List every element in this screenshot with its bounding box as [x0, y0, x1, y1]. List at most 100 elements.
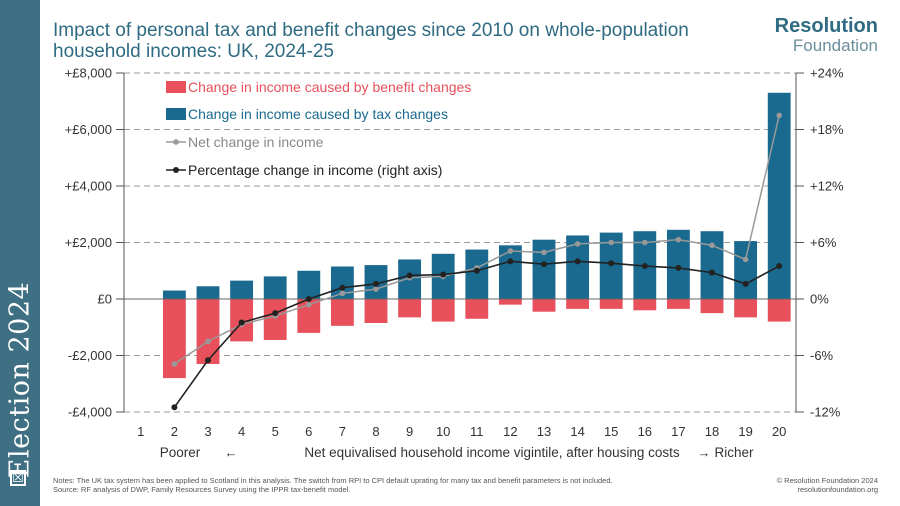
benefit-bar — [162, 299, 186, 379]
benefit-bar — [431, 299, 455, 322]
pct-change-point — [305, 296, 312, 302]
pct-change-point — [406, 272, 413, 279]
pct-change-point — [641, 263, 648, 270]
pct-change-point — [742, 280, 749, 287]
y-tick-label: +£4,000 — [65, 179, 112, 194]
tax-bar — [297, 270, 321, 299]
footer-copyright: © Resolution Foundation 2024 resolutionf… — [777, 476, 878, 494]
resolution-foundation-logo: Resolution Foundation — [775, 16, 878, 55]
pct-change-point — [473, 267, 480, 274]
x-tick-label: 12 — [503, 424, 517, 439]
y-tick-label: -£4,000 — [68, 405, 112, 420]
x-tick-label: 15 — [604, 424, 618, 439]
x-tick-label: 7 — [339, 424, 346, 439]
x-tick-label: 10 — [436, 424, 450, 439]
pct-change-point — [541, 261, 547, 268]
title-line-1: Impact of personal tax and benefit chang… — [53, 20, 689, 41]
x-tick-label: 19 — [738, 424, 752, 439]
net-change-point — [339, 290, 346, 297]
net-change-point — [507, 248, 514, 254]
x-tick-label: 20 — [772, 424, 786, 439]
ballot-box-icon: ☒ — [10, 470, 26, 486]
title-line-2: household incomes: UK, 2024-25 — [53, 41, 334, 62]
net-change-point — [742, 256, 749, 263]
chart: -£4,000 -£2,000 £0 +£2,000 +£4,000 +£6,000 +£8… — [65, 66, 844, 461]
net-change-point — [675, 236, 682, 243]
footer-notes: Notes: The UK tax system has been applie… — [53, 476, 613, 494]
x-tick-label: 1 — [137, 424, 144, 439]
logo-line-2: Foundation — [792, 36, 878, 55]
tax-bar — [330, 266, 354, 299]
legend-label-pct: Percentage change in income (right axis) — [188, 162, 442, 178]
tax-bar — [263, 276, 287, 299]
tax-bar — [666, 229, 690, 299]
tax-bar — [230, 280, 254, 299]
y-tick-label: +£8,000 — [65, 66, 112, 81]
x-tick-label: 9 — [406, 424, 413, 439]
pct-change-point — [272, 310, 279, 317]
legend-marker-pct — [173, 167, 179, 173]
x-axis-label: Net equivalised household income viginti… — [304, 445, 679, 460]
sidebar-band: Election 2024 ☒ — [0, 0, 40, 506]
pct-change-point — [339, 284, 346, 291]
legend-swatch-benefit — [166, 81, 186, 93]
x-label-richer: Richer — [714, 445, 754, 460]
pct-change-point — [574, 258, 581, 265]
x-tick-label: 2 — [171, 424, 178, 439]
benefit-bar — [498, 299, 522, 305]
net-change-point — [306, 301, 312, 308]
pct-change-point — [675, 264, 682, 271]
pct-change-point — [709, 269, 715, 276]
x-tick-label: 11 — [470, 424, 484, 439]
net-change-point — [373, 286, 379, 292]
x-tick-label: 16 — [638, 424, 652, 439]
x-tick-label: 8 — [372, 424, 379, 439]
tax-bar — [700, 231, 724, 299]
y-tick-label: £0 — [98, 292, 112, 307]
net-change-point — [171, 361, 178, 367]
pct-change-point — [238, 319, 245, 326]
benefit-bar — [297, 299, 321, 333]
legend-label-benefit: Change in income caused by benefit chang… — [188, 79, 471, 95]
benefit-bar — [196, 299, 220, 364]
legend-marker-net — [173, 139, 179, 145]
chart-title: Impact of personal tax and benefit chang… — [53, 20, 713, 62]
net-change-point — [776, 112, 782, 119]
y2-tick-label: +18% — [810, 122, 844, 137]
x-tick-label: 17 — [671, 424, 685, 439]
x-tick-label: 3 — [204, 424, 211, 439]
pct-change-point — [171, 404, 178, 411]
right-arrow-icon: → — [698, 445, 711, 460]
y2-tick-label: +24% — [810, 66, 844, 81]
y2-tick-label: +12% — [810, 179, 844, 194]
benefit-bar — [532, 299, 556, 312]
benefit-bar — [566, 299, 590, 309]
pct-change-point — [776, 263, 783, 270]
copyright-line-2: resolutionfoundation.org — [797, 485, 878, 494]
net-change-point — [205, 338, 211, 345]
x-tick-label: 5 — [272, 424, 279, 439]
net-change-point — [541, 249, 547, 256]
pct-change-point — [440, 271, 447, 278]
notes-line-2: Source: RF analysis of DWP, Family Resou… — [53, 485, 351, 494]
copyright-line-1: © Resolution Foundation 2024 — [776, 476, 878, 485]
pct-change-point — [608, 260, 615, 267]
y-tick-label: +£6,000 — [65, 122, 112, 137]
x-tick-label: 14 — [570, 424, 584, 439]
notes-line-1: Notes: The UK tax system has been applie… — [53, 476, 613, 485]
net-change-point — [642, 239, 648, 246]
benefit-bar — [398, 299, 422, 318]
pct-change-point — [373, 280, 379, 287]
benefit-bar — [263, 299, 287, 340]
tax-bar — [734, 241, 758, 299]
tax-bar — [532, 239, 556, 299]
benefit-bar — [700, 299, 724, 314]
tax-bar — [162, 290, 186, 299]
tax-bar — [498, 245, 522, 299]
x-tick-label: 4 — [238, 424, 245, 439]
net-change-point — [574, 241, 581, 247]
net-change-point — [608, 239, 614, 246]
benefit-bar — [465, 299, 489, 319]
y2-tick-label: +6% — [810, 235, 837, 250]
logo-line-1: Resolution — [774, 15, 878, 37]
